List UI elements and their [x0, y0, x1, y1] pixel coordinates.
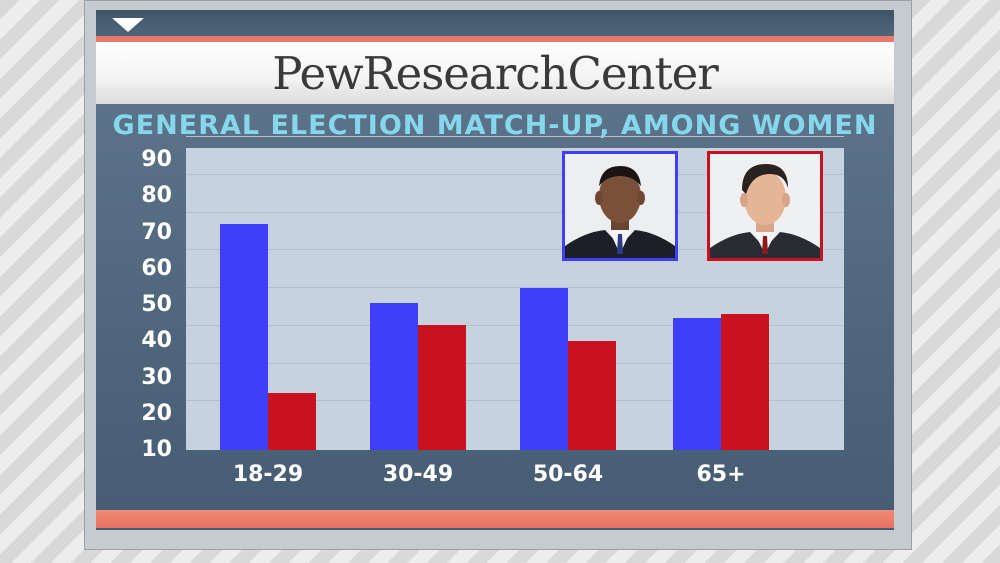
x-tick-label: 50-64 [532, 462, 604, 487]
dropdown-triangle-icon [112, 18, 144, 32]
gridline [186, 136, 844, 137]
y-tick-label: 20 [141, 401, 172, 426]
person-obama-icon [565, 154, 675, 258]
legend-obama-portrait [562, 151, 678, 261]
gridline [186, 400, 844, 401]
bar-romney-50-64 [568, 340, 616, 450]
bar-romney-65+ [721, 314, 769, 450]
top-bar [96, 10, 894, 38]
y-tick-label: 70 [141, 220, 172, 245]
y-tick-label: 10 [141, 437, 172, 462]
x-tick-label: 30-49 [382, 462, 454, 487]
gridline [186, 212, 844, 213]
chart-title: GENERAL ELECTION MATCH-UP, AMONG WOMEN [112, 110, 878, 141]
bar-obama-30-49 [370, 302, 418, 450]
person-romney-icon [710, 154, 820, 258]
legend-romney-portrait [707, 151, 823, 261]
gridline [186, 174, 844, 175]
bar-romney-18-29 [268, 393, 316, 450]
y-tick-label: 50 [141, 292, 172, 317]
y-tick-label: 80 [141, 183, 172, 208]
bar-obama-50-64 [520, 287, 568, 450]
y-tick-label: 40 [141, 328, 172, 353]
y-tick-label: 30 [141, 365, 172, 390]
bar-obama-18-29 [220, 223, 268, 450]
bar-romney-30-49 [418, 325, 466, 450]
bottom-accent-line [96, 510, 894, 528]
gridline [186, 287, 844, 288]
x-tick-label: 18-29 [232, 462, 304, 487]
gridline [186, 325, 844, 326]
bar-obama-65+ [673, 317, 721, 450]
gridline [186, 363, 844, 364]
y-tick-label: 60 [141, 256, 172, 281]
gridline [186, 249, 844, 250]
brand-title: PewResearchCenter [272, 46, 718, 100]
brand-banner: PewResearchCenter [96, 42, 894, 104]
x-tick-label: 65+ [696, 462, 746, 487]
y-tick-label: 90 [141, 147, 172, 172]
top-accent-line [96, 36, 894, 42]
